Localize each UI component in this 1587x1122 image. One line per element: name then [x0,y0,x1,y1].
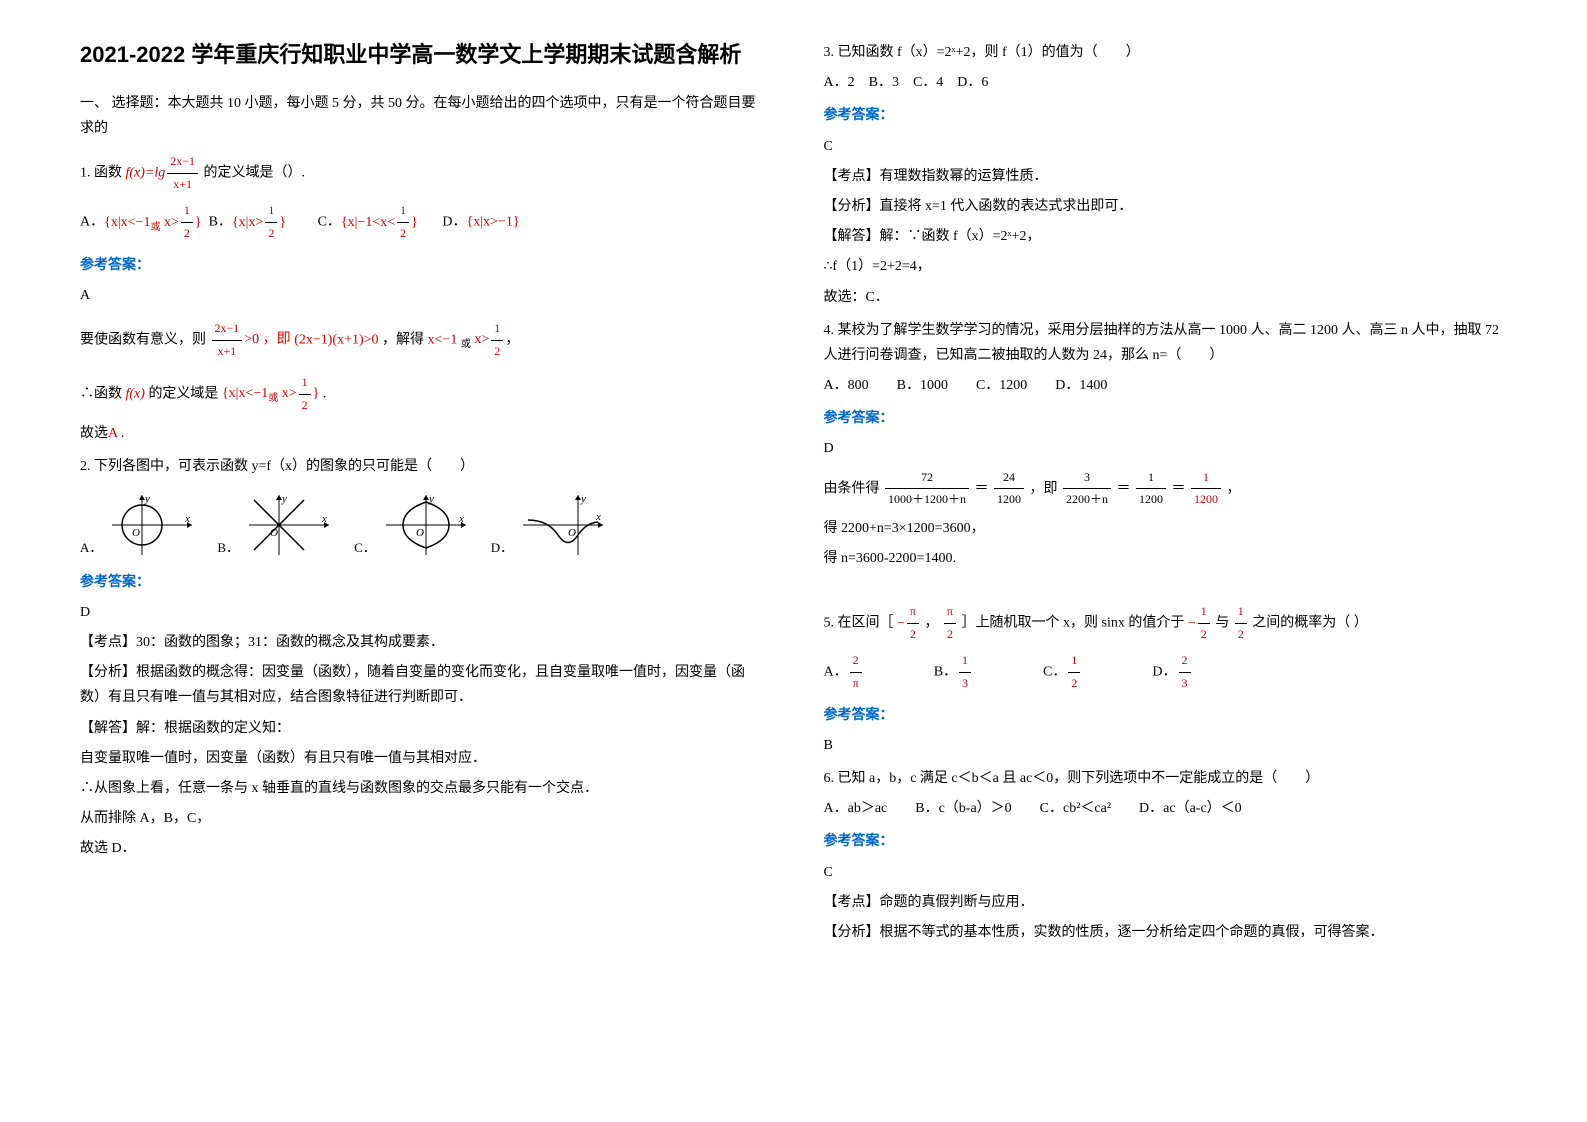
q3-sol3: 【解答】解：∵函数 f（x）=2ˣ+2， [824,224,1508,249]
q5-options: A．2π B．13 C．12 D．23 [824,650,1508,694]
answer-label: 参考答案： [80,253,764,278]
q4-text: 4. 某校为了解学生数学学习的情况，采用分层抽样的方法从高一 1000 人、高二… [824,318,1508,368]
q2-answer: D [80,600,764,625]
q5-optB: B．13 [934,650,973,694]
graph-c-svg: y x O [381,490,471,560]
graph-b: B． y x O [217,490,334,560]
section-header: 一、 选择题：本大题共 10 小题，每小题 5 分，共 50 分。在每小题给出的… [80,91,764,141]
q3-sol2: 【分析】直接将 x=1 代入函数的表达式求出即可． [824,194,1508,219]
graph-c: C． y x O [354,490,471,560]
question-3: 3. 已知函数 f（x）=2ˣ+2，则 f（1）的值为（ ） A．2 B．3 C… [824,40,1508,310]
answer-label: 参考答案： [824,103,1508,128]
q4-sol3: 得 n=3600‑2200=1400. [824,546,1508,571]
svg-text:O: O [416,527,424,539]
q2-sol7: 故选 D． [80,836,764,861]
q1-optA: A．{x|x<−1或 x>12} [80,215,202,230]
answer-label: 参考答案： [824,703,1508,728]
svg-text:y: y [281,493,287,505]
question-2: 2. 下列各图中，可表示函数 y=f（x）的图象的只可能是（ ） A． y x … [80,454,764,861]
q1-optC: {x|−1<x<12} [341,215,418,230]
svg-text:x: x [184,513,190,525]
svg-text:y: y [580,493,586,505]
svg-text:y: y [144,493,150,505]
q5-optC: C．12 [1043,650,1082,694]
q1-optB: {x|x>12} [232,215,286,230]
q6-sol1: 【考点】命题的真假判断与应用． [824,890,1508,915]
q1-text: 1. 函数 f(x)=lg2x−1x+1 的定义域是（）. [80,151,764,195]
q1-answer: A [80,283,764,308]
q2-sol4: 自变量取唯一值时，因变量（函数）有且只有唯一值与其相对应． [80,746,764,771]
q2-sol6: 从而排除 A，B，C， [80,806,764,831]
graph-a-svg: y x O [107,490,197,560]
q5-optD: D．23 [1152,650,1192,694]
q2-sol2: 【分析】根据函数的概念得：因变量（函数），随着自变量的变化而变化，且自变量取唯一… [80,660,764,710]
answer-label: 参考答案： [80,570,764,595]
q1-sol1: 要使函数有意义，则 2x−1x+1>0 ，即 (2x−1)(x+1)>0 ，解得… [80,318,764,362]
q6-answer: C [824,860,1508,885]
right-column: 3. 已知函数 f（x）=2ˣ+2，则 f（1）的值为（ ） A．2 B．3 C… [794,40,1538,1082]
q1-sol3: 故选A . [80,421,764,446]
graph-b-svg: y x O [244,490,334,560]
svg-text:y: y [428,493,434,505]
svg-text:O: O [270,527,278,539]
q4-options: A．800 B．1000 C．1200 D．1400 [824,373,1508,398]
q2-sol1: 【考点】30：函数的图象；31：函数的概念及其构成要素． [80,630,764,655]
q1-prefix: 1. 函数 [80,165,122,180]
q2-text: 2. 下列各图中，可表示函数 y=f（x）的图象的只可能是（ ） [80,454,764,479]
left-column: 2021-2022 学年重庆行知职业中学高一数学文上学期期末试题含解析 一、 选… [50,40,794,1082]
q2-graphs: A． y x O B． [80,490,764,560]
q6-options: A．ab＞ac B．c（b‑a）＞0 C．cb²＜ca² D．ac（a‑c）＜0 [824,796,1508,821]
q3-sol5: 故选：C． [824,285,1508,310]
q4-sol2: 得 2200+n=3×1200=3600， [824,516,1508,541]
document-title: 2021-2022 学年重庆行知职业中学高一数学文上学期期末试题含解析 [80,40,764,71]
answer-label: 参考答案： [824,829,1508,854]
q3-options: A．2 B．3 C．4 D．6 [824,70,1508,95]
q5-optA: A．2π [824,650,864,694]
q2-sol3: 【解答】解：根据函数的定义知： [80,716,764,741]
q1-sol2: ∴函数 f(x) 的定义域是 {x|x<−1或 x>12} . [80,372,764,416]
graph-d: D． y x O [491,490,608,560]
q6-sol2: 【分析】根据不等式的基本性质，实数的性质，逐一分析给定四个命题的真假，可得答案． [824,920,1508,945]
q3-text: 3. 已知函数 f（x）=2ˣ+2，则 f（1）的值为（ ） [824,40,1508,65]
graph-d-svg: y x O [518,490,608,560]
q5-text: 5. 在区间［ −π2 ， π2 ］上随机取一个 x，则 sinx 的值介于 −… [824,601,1508,645]
question-1: 1. 函数 f(x)=lg2x−1x+1 的定义域是（）. A．{x|x<−1或… [80,151,764,446]
q3-sol4: ∴f（1）=2+2=4， [824,254,1508,279]
svg-text:O: O [132,527,140,539]
question-6: 6. 已知 a，b，c 满足 c＜b＜a 且 ac＜0，则下列选项中不一定能成立… [824,766,1508,945]
q1-optD: {x|x>−1} [467,215,520,230]
graph-a: A． y x O [80,490,197,560]
q4-answer: D [824,436,1508,461]
q1-options: A．{x|x<−1或 x>12} B．{x|x>12} C．{x|−1<x<12… [80,200,764,244]
q3-answer: C [824,134,1508,159]
q4-sol1: 由条件得 721000＋1200＋n ＝ 241200 ，即 32200＋n ＝… [824,467,1508,511]
svg-text:O: O [568,527,576,539]
svg-text:x: x [595,511,601,523]
question-5: 5. 在区间［ −π2 ， π2 ］上随机取一个 x，则 sinx 的值介于 −… [824,601,1508,758]
q6-text: 6. 已知 a，b，c 满足 c＜b＜a 且 ac＜0，则下列选项中不一定能成立… [824,766,1508,791]
answer-label: 参考答案： [824,406,1508,431]
q1-formula: f(x)=lg2x−1x+1 [126,151,201,195]
q2-sol5: ∴从图象上看，任意一条与 x 轴垂直的直线与函数图象的交点最多只能有一个交点． [80,776,764,801]
q5-answer: B [824,733,1508,758]
q3-sol1: 【考点】有理数指数幂的运算性质． [824,164,1508,189]
svg-text:x: x [321,513,327,525]
question-4: 4. 某校为了解学生数学学习的情况，采用分层抽样的方法从高一 1000 人、高二… [824,318,1508,572]
q1-suffix: 的定义域是（）. [204,165,306,180]
svg-text:x: x [458,513,464,525]
